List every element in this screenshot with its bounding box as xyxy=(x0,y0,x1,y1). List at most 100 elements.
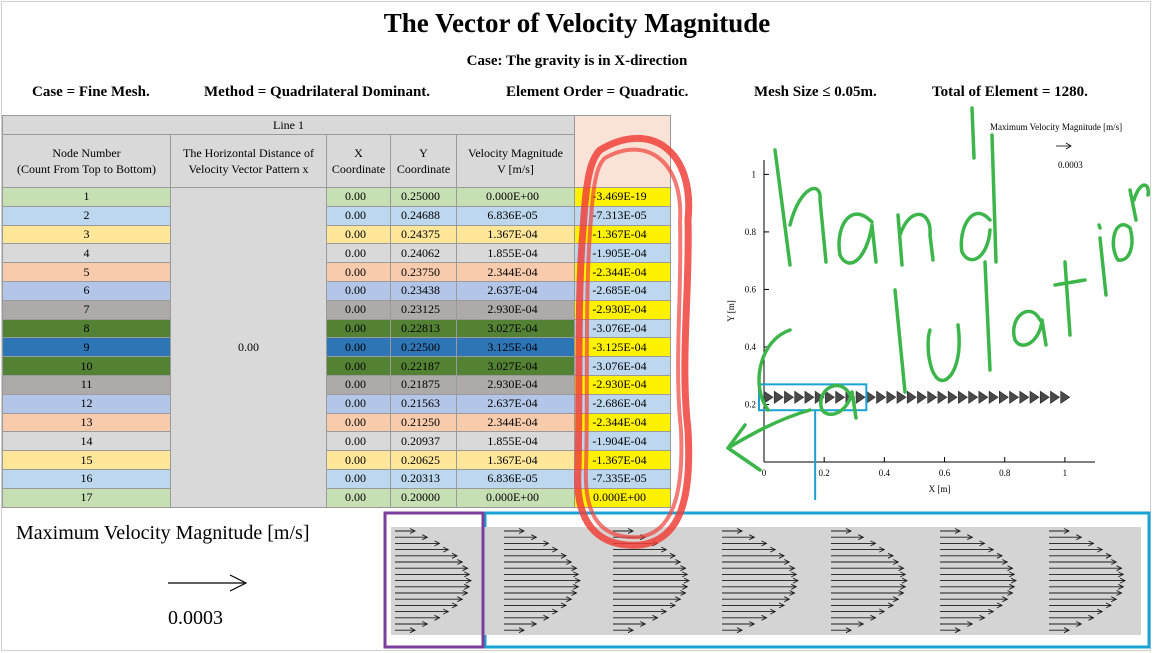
col-header-horizontal-distance: The Horizontal Distance of Velocity Vecto… xyxy=(170,134,327,188)
profile-arrowhead xyxy=(573,583,580,590)
cell-y-coordinate: 0.22813 xyxy=(390,318,457,339)
hand-calc-header xyxy=(574,115,671,188)
profile-arrowhead xyxy=(669,602,677,609)
profile-arrowhead xyxy=(778,552,786,559)
cell-x-coordinate: 0.00 xyxy=(326,374,391,395)
profile-arrowhead xyxy=(669,552,677,559)
profile-arrowhead xyxy=(1009,583,1016,590)
profile-arrowhead xyxy=(870,614,877,621)
cell-velocity-magnitude: 2.637E-04 xyxy=(456,393,575,414)
profile-arrowhead xyxy=(652,614,659,621)
y-tick-label: 0.6 xyxy=(745,284,757,294)
profile-arrowhead xyxy=(1116,590,1123,596)
info-case: Case = Fine Mesh. xyxy=(32,84,150,100)
profile-arrowhead xyxy=(900,583,907,590)
cell-hand-calculation: -2.686E-04 xyxy=(574,393,671,414)
y-axis-label: Y [m] xyxy=(726,300,736,321)
profile-arrowhead xyxy=(778,602,786,609)
profile-arrowhead xyxy=(879,546,886,553)
cell-velocity-magnitude: 0.000E+00 xyxy=(456,487,575,508)
table-row: 15 0.00 0.20625 1.367E-04 -1.367E-04 xyxy=(2,450,671,470)
profile-arrowhead xyxy=(954,528,962,534)
profile-arrowhead xyxy=(1007,565,1014,572)
cell-velocity-magnitude: 1.367E-04 xyxy=(456,224,575,245)
cell-x-coordinate: 0.00 xyxy=(326,224,391,245)
cell-hand-calculation: -3.076E-04 xyxy=(574,318,671,339)
cell-hand-calculation: -1.904E-04 xyxy=(574,431,671,452)
cell-velocity-magnitude: 0.000E+00 xyxy=(456,187,575,207)
profile-arrowhead xyxy=(1002,596,1009,603)
vector-glyph xyxy=(958,390,968,404)
cell-velocity-magnitude: 3.027E-04 xyxy=(456,356,575,376)
vector-glyph xyxy=(927,390,938,404)
table-row: 1 0.00 0.00 0.25000 0.000E+00 -3.469E-19 xyxy=(2,187,671,508)
cell-hand-calculation: -2.685E-04 xyxy=(574,280,671,301)
cell-hand-calculation: -2.344E-04 xyxy=(574,412,671,433)
cell-node-number: 3 xyxy=(2,224,171,245)
cell-hand-calculation: 0.000E+00 xyxy=(574,487,671,508)
profile-arrowhead xyxy=(552,608,559,615)
profile-arrowhead xyxy=(1111,559,1118,565)
cell-node-number: 11 xyxy=(2,374,171,395)
profile-arrowhead xyxy=(543,614,550,621)
profile-arrowhead xyxy=(1063,627,1071,634)
velocity-table: Line 1 Node Number (Count From Top to Bot… xyxy=(2,115,671,508)
table-row: 3 0.00 0.24375 1.367E-04 -1.367E-04 xyxy=(2,224,671,245)
cell-node-number: 6 xyxy=(2,280,171,301)
cell-velocity-magnitude: 3.125E-04 xyxy=(456,337,575,358)
vector-glyph xyxy=(876,390,887,404)
profile-arrowhead xyxy=(640,621,647,627)
profile-arrowhead xyxy=(1116,565,1123,572)
profile-arrowhead xyxy=(1105,552,1113,559)
profile-arrowhead xyxy=(464,583,471,590)
vector-glyph xyxy=(814,390,825,404)
table-row: 6 0.00 0.23438 2.637E-04 -2.685E-04 xyxy=(2,280,671,301)
profile-arrowhead xyxy=(893,596,900,603)
cell-y-coordinate: 0.23438 xyxy=(390,280,457,301)
cell-hand-calculation: -3.125E-04 xyxy=(574,337,671,358)
cell-y-coordinate: 0.25000 xyxy=(390,187,457,207)
col-header-y: Y Coordinate xyxy=(390,134,457,188)
profile-arrowhead xyxy=(898,565,905,572)
profile-arrowhead xyxy=(791,583,798,590)
profile-arrowhead xyxy=(434,614,441,621)
table-row: 9 0.00 0.22500 3.125E-04 -3.125E-04 xyxy=(2,337,671,358)
profile-arrowhead xyxy=(443,546,450,553)
cell-x-coordinate: 0.00 xyxy=(326,431,391,452)
profile-arrowhead xyxy=(682,583,689,590)
profile-arrowhead xyxy=(870,540,877,547)
cell-x-coordinate: 0.00 xyxy=(326,318,391,339)
vector-glyph xyxy=(855,390,866,404)
profile-arrowhead xyxy=(451,602,459,609)
max-velocity-arrow-icon xyxy=(168,574,248,592)
profile-arrowhead xyxy=(996,552,1004,559)
profile-arrowhead xyxy=(784,559,791,565)
cell-y-coordinate: 0.20625 xyxy=(390,450,457,470)
vector-glyph xyxy=(937,390,948,404)
profile-arrowhead xyxy=(887,552,895,559)
cell-node-number: 16 xyxy=(2,468,171,489)
cell-velocity-magnitude: 2.344E-04 xyxy=(456,412,575,433)
profile-arrowhead xyxy=(1119,577,1127,584)
profile-arrowhead xyxy=(1010,577,1018,584)
x-axis-label: X [m] xyxy=(929,484,951,494)
cell-node-number: 8 xyxy=(2,318,171,339)
info-mesh-size: Mesh Size ≤ 0.05m. xyxy=(754,84,877,100)
profile-arrowhead xyxy=(409,528,417,534)
cell-node-number: 4 xyxy=(2,243,171,264)
table-row: 17 0.00 0.20000 0.000E+00 0.000E+00 xyxy=(2,487,671,508)
profile-arrowhead xyxy=(1118,571,1125,578)
plot-legend-value: 0.0003 xyxy=(1058,160,1083,170)
cell-hand-calculation: -2.930E-04 xyxy=(574,299,671,320)
profile-arrowhead xyxy=(518,528,526,534)
cell-y-coordinate: 0.23750 xyxy=(390,262,457,282)
profile-arrowhead xyxy=(552,546,559,553)
profile-arrowhead xyxy=(574,577,582,584)
vector-glyph xyxy=(1009,390,1020,404)
vector-glyph xyxy=(988,390,999,404)
profile-arrowhead xyxy=(770,608,777,615)
x-tick-label: 0.8 xyxy=(999,468,1011,478)
cell-x-coordinate: 0.00 xyxy=(326,205,391,226)
cell-y-coordinate: 0.20937 xyxy=(390,431,457,452)
